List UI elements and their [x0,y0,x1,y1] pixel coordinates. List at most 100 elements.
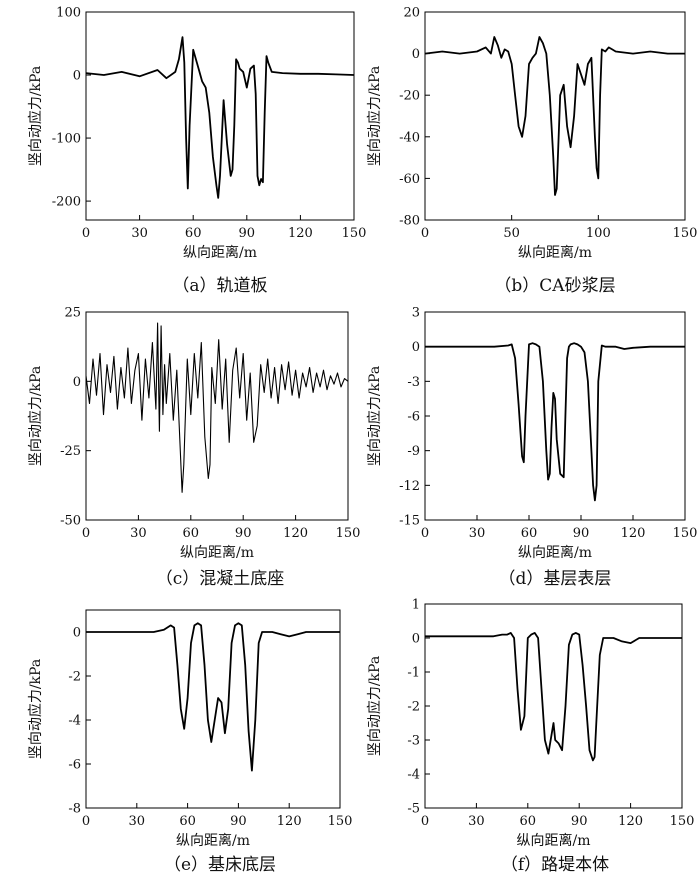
plot-frame [85,11,355,221]
y-tick-label: -1 [407,666,420,681]
y-tick-label: -5 [407,802,420,817]
panel-caption: （b）CA砂浆层 [494,276,615,296]
y-axis-label: 竖向动应力/kPa [366,656,383,756]
x-tick-label: 60 [520,814,537,829]
x-axis-label: 纵向距离/m [518,244,592,261]
x-axis-label: 纵向距离/m [176,832,250,849]
y-tick-label: 0 [73,626,81,641]
y-axis-label: 竖向动应力/kPa [27,366,44,466]
y-tick-label: 3 [412,306,420,321]
series-line [424,36,685,196]
x-tick-label: 0 [82,814,90,829]
y-tick-label: -3 [407,375,420,390]
x-tick-label: 60 [185,226,202,241]
x-tick-label: 30 [131,226,148,241]
y-axis-label: 竖向动应力/kPa [366,366,383,466]
x-axis-label: 纵向距离/m [517,832,591,849]
y-tick-label: -20 [399,89,420,104]
y-tick-label: 100 [56,6,81,21]
panel-caption: （a）轨道板 [172,276,267,296]
y-tick-label: -4 [407,768,420,783]
x-tick-label: 120 [618,814,643,829]
x-tick-label: 150 [336,526,361,541]
x-tick-label: 90 [573,526,590,541]
chart-panel-4: 0 30 60 90 120 150 -15 -12 -9 -6 -3 0 3 纵向距离/m 竖向动应力/k… [366,306,697,590]
chart-panel-3: 0 30 60 90 120 150 -50 -25 0 25 纵向距离/m 竖向动应力/kPa （c）… [27,306,360,590]
y-tick-label: -80 [399,214,420,229]
plot-frame [85,609,341,809]
x-axis-label: 纵向距离/m [180,544,254,561]
x-tick-label: 0 [82,526,90,541]
x-tick-label: 50 [503,226,520,241]
x-tick-label: 30 [469,526,486,541]
chart-panel-5: 0 30 60 90 120 150 -8 -6 -4 -2 0 纵向距离/m 竖向动应力/kPa （e）… [27,609,353,875]
y-tick-label: -2 [407,700,420,715]
y-tick-label: 0 [412,632,420,647]
x-tick-label: 90 [230,814,247,829]
y-tick-label: -6 [407,410,420,425]
x-tick-label: 150 [670,814,695,829]
y-tick-label: 0 [73,375,81,390]
plot-frame [424,11,686,221]
panel-caption: （d）基层表层 [499,569,612,589]
y-tick-label: -40 [399,130,420,145]
x-tick-label: 100 [586,226,611,241]
y-tick-label: -8 [68,802,81,817]
x-tick-label: 60 [183,526,200,541]
y-tick-label: -3 [407,734,420,749]
panel-caption: （f）路堤本体 [501,855,609,875]
x-tick-label: 90 [235,526,252,541]
y-tick-label: 25 [64,306,81,321]
x-tick-label: 150 [673,526,698,541]
y-tick-label: 20 [403,6,420,21]
y-tick-label: -15 [399,514,420,529]
y-tick-label: 0 [73,69,81,84]
y-axis-label: 竖向动应力/kPa [27,659,44,759]
x-tick-label: 150 [342,226,367,241]
y-tick-label: 0 [412,340,420,355]
y-tick-label: -6 [68,758,81,773]
x-tick-label: 120 [621,526,646,541]
y-tick-label: -12 [399,479,420,494]
y-axis-label: 竖向动应力/kPa [366,66,383,166]
x-tick-label: 90 [239,226,256,241]
x-tick-label: 0 [421,814,429,829]
y-tick-label: -25 [60,444,81,459]
x-tick-label: 60 [179,814,196,829]
y-axis-label: 竖向动应力/kPa [27,66,44,166]
series-line [425,632,682,762]
plot-frame [85,311,349,521]
panel-caption: （e）基床底层 [164,855,276,875]
y-tick-label: -50 [60,514,81,529]
chart-panel-6: 0 30 60 90 120 150 -5 -4 -3 -2 -1 0 1 纵向距离/m 竖向动应力/kPa… [366,598,694,876]
chart-panel-1: 0 30 60 90 120 150 -200 -100 0 100 纵向距离/m 竖向动应力/kPa… [27,6,366,297]
series-line [85,36,355,199]
y-tick-label: 0 [412,47,420,62]
y-tick-label: -60 [399,172,420,187]
x-axis-label: 纵向距离/m [518,544,592,561]
x-tick-label: 30 [129,814,146,829]
x-tick-label: 0 [421,226,429,241]
plot-frame [424,603,683,809]
x-tick-label: 150 [673,226,698,241]
x-tick-label: 30 [130,526,147,541]
x-tick-label: 0 [421,526,429,541]
x-tick-label: 120 [277,814,302,829]
chart-panel-2: 0 50 100 150 -80 -60 -40 -20 0 20 纵向距离/m 竖向动应力/kPa （… [366,6,697,297]
y-tick-label: 1 [412,598,420,613]
y-tick-label: -2 [68,670,81,685]
x-tick-label: 120 [288,226,313,241]
x-tick-label: 120 [283,526,308,541]
panel-caption: （c）混凝土底座 [156,569,285,589]
series-line [85,322,349,493]
x-tick-label: 150 [328,814,353,829]
x-axis-label: 纵向距离/m [183,244,257,261]
y-tick-label: -9 [407,444,420,459]
series-line [425,342,685,502]
series-line [86,622,340,772]
x-tick-label: 0 [82,226,90,241]
y-tick-label: -4 [68,714,81,729]
x-tick-label: 60 [521,526,538,541]
y-tick-label: -100 [52,132,81,147]
